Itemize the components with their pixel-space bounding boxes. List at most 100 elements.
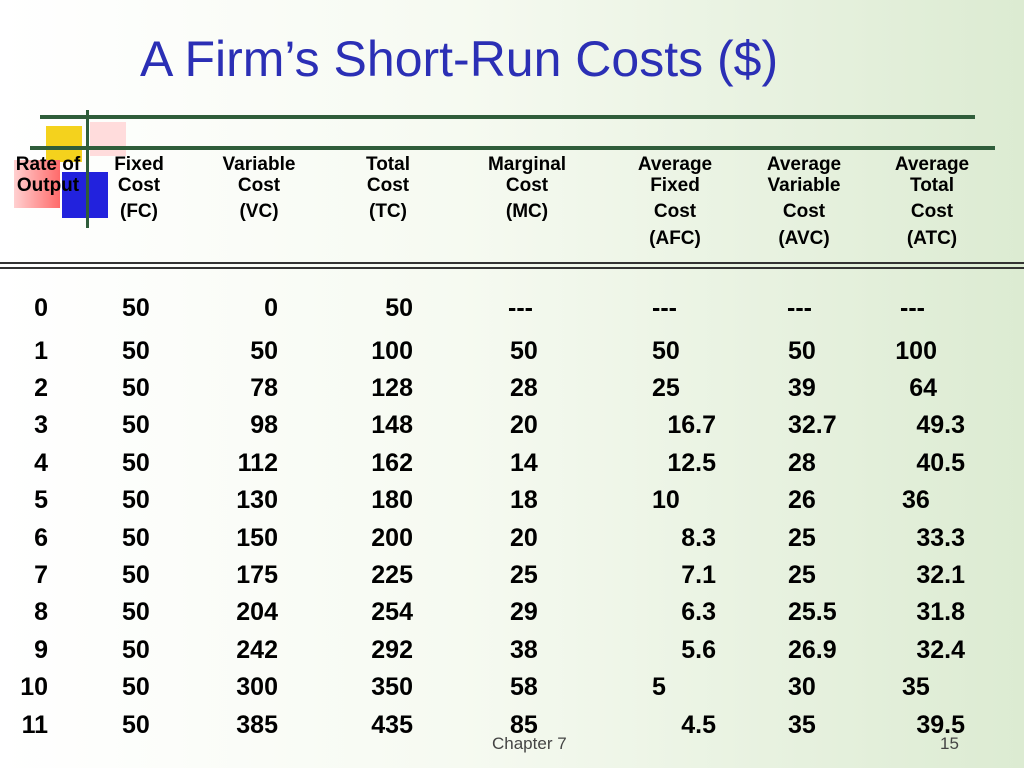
table-cell: 100 [371,337,413,365]
table-cell: 26.9 [788,636,837,664]
table-cell: 50 [250,337,278,365]
header-average-total-cost-line: Cost [910,201,954,222]
table-cell: 292 [371,636,413,664]
header-variable-cost-line: Variable [222,154,296,175]
table-cell: 50 [788,337,816,365]
table-cell: 7.1 [681,561,716,589]
table-cell: 29 [510,598,538,626]
header-average-total-cost-line: (ATC) [906,228,958,249]
table-cell: 25.5 [788,598,837,626]
header-average-fixed-cost-line: Average [637,154,713,175]
table-cell: 20 [510,524,538,552]
header-average-fixed-cost-line: (AFC) [649,228,701,249]
header-rate-of-output-line: Output [16,175,80,196]
header-variable-cost-line: (VC) [239,201,279,222]
table-cell: --- [508,294,533,322]
table-cell: 50 [652,337,680,365]
decorative-yellow-square [46,126,82,162]
table-cell: 14 [510,449,538,477]
table-cell: 50 [122,411,150,439]
table-cell: 11 [21,711,48,739]
table-cell: 28 [510,374,538,402]
table-cell: 242 [236,636,278,664]
header-average-variable-cost-line: (AVC) [778,228,830,249]
table-cell: 3 [34,411,48,439]
table-cell: 7 [34,561,48,589]
footer-chapter: Chapter 7 [492,734,567,753]
table-cell: 50 [122,337,150,365]
table-cell: 40.5 [916,449,965,477]
table-cell: --- [900,294,925,322]
table-cell: 50 [122,374,150,402]
decorative-blue-square [62,172,108,218]
table-cell: 64 [909,374,937,402]
header-average-variable-cost-line: Cost [782,201,826,222]
table-cell: 25 [510,561,538,589]
slide-title: A Firm’s Short-Run Costs ($) [140,31,779,87]
header-marginal-cost-line: Marginal [487,154,567,175]
table-cell: 28 [788,449,816,477]
header-marginal-cost-line: (MC) [505,201,549,222]
table-cell: 32.1 [916,561,965,589]
table-cell: 32.7 [788,411,837,439]
table-cell: 254 [371,598,413,626]
decorative-pink-square [90,122,126,156]
footer-page-number: 15 [940,734,959,753]
table-cell: 30 [788,673,816,701]
table-cell: 58 [510,673,538,701]
decorative-vertical-rule [86,110,89,228]
table-cell: 98 [250,411,278,439]
table-cell: 225 [371,561,413,589]
table-cell: 50 [122,636,150,664]
table-cell: 50 [122,524,150,552]
header-average-variable-cost-line: Variable [767,175,841,196]
header-average-total-cost-line: Total [910,175,954,196]
table-cell: 32.4 [916,636,965,664]
table-cell: 38 [510,636,538,664]
table-cell: 5.6 [681,636,716,664]
table-cell: 350 [371,673,413,701]
table-cell: 175 [236,561,278,589]
table-cell: 2 [34,374,48,402]
table-cell: 435 [371,711,413,739]
table-cell: 150 [236,524,278,552]
table-cell: --- [787,294,812,322]
table-cell: 50 [122,561,150,589]
table-cell: 85 [510,711,538,739]
table-cell: 180 [371,486,413,514]
table-cell: 162 [371,449,413,477]
table-cell: 25 [652,374,680,402]
table-cell: 4.5 [681,711,716,739]
table-cell: 130 [236,486,278,514]
table-cell: 78 [250,374,278,402]
table-cell: 9 [34,636,48,664]
header-average-fixed-cost-line: Cost [653,201,697,222]
table-cell: 50 [122,486,150,514]
table-cell: 10 [20,673,48,701]
table-cell: 39.5 [916,711,965,739]
table-cell: 16.7 [667,411,716,439]
table-cell: 0 [264,294,278,322]
header-divider-top [0,262,1024,264]
header-average-variable-cost-line: Average [766,154,842,175]
header-fixed-cost-line: (FC) [120,201,158,222]
table-cell: 50 [510,337,538,365]
table-cell: 112 [237,449,278,477]
table-cell: 33.3 [916,524,965,552]
table-cell: 128 [371,374,413,402]
table-cell: 35 [788,711,816,739]
table-cell: 6.3 [681,598,716,626]
table-cell: 6 [34,524,48,552]
table-cell: 50 [122,598,150,626]
table-cell: 5 [652,673,666,701]
table-cell: 8 [34,598,48,626]
decorative-red-square [14,160,60,208]
header-divider-bottom [0,267,1024,269]
table-cell: 20 [510,411,538,439]
header-total-cost-line: Cost [366,175,410,196]
table-cell: 18 [510,486,538,514]
table-cell: 35 [902,673,930,701]
table-cell: 31.8 [916,598,965,626]
table-cell: 50 [122,449,150,477]
header-variable-cost-line: Cost [237,175,281,196]
